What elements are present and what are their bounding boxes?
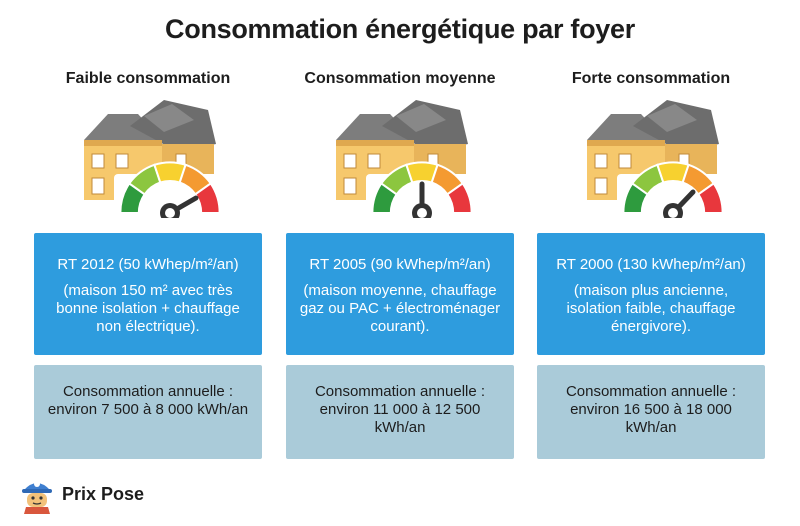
gauge-icon <box>622 161 724 218</box>
rt-standard: RT 2000 (130 kWhep/m²/an) <box>556 256 746 273</box>
house-description: (maison plus ancienne, isolation faible,… <box>566 282 736 335</box>
house-energy-gauge-icon <box>587 100 731 218</box>
house-description: (maison moyenne, chauffage gaz ou PAC + … <box>299 282 501 335</box>
brand-name: Prix Pose <box>62 483 145 504</box>
rt-standard-box: RT 2012 (50 kWhep/m²/an) (maison 150 m² … <box>34 233 262 355</box>
category-title: Forte consommation <box>571 70 731 87</box>
annual-consumption: Consommation annuelle : environ 7 500 à … <box>34 365 262 459</box>
rt-standard: RT 2012 (50 kWhep/m²/an) <box>57 256 239 273</box>
category-low: Faible consommation RT 2012 (50 kWhep/m²… <box>30 66 266 459</box>
category-medium: Consommation moyenne RT 2005 (90 kWhep/m… <box>282 66 518 459</box>
category-title: Faible consommation <box>65 70 231 87</box>
rt-standard: RT 2005 (90 kWhep/m²/an) <box>309 256 491 273</box>
annual-consumption: Consommation annuelle : environ 16 500 à… <box>537 365 765 459</box>
brand-logo[interactable]: Prix Pose <box>20 474 144 514</box>
house-energy-gauge-icon <box>84 100 228 218</box>
annual-consumption: Consommation annuelle : environ 11 000 à… <box>286 365 514 459</box>
worker-mascot-icon <box>22 481 52 514</box>
gauge-icon <box>119 161 221 218</box>
rt-standard-box: RT 2000 (130 kWhep/m²/an) (maison plus a… <box>537 233 765 355</box>
page-title: Consommation énergétique par foyer <box>165 14 635 44</box>
category-high: Forte consommation RT 2000 (130 kWhep/m²… <box>533 66 769 459</box>
house-energy-gauge-icon <box>336 100 480 218</box>
rt-standard-box: RT 2005 (90 kWhep/m²/an) (maison moyenne… <box>286 233 514 355</box>
category-title: Consommation moyenne <box>304 70 496 87</box>
house-description: (maison 150 m² avec très bonne isolation… <box>56 282 240 335</box>
gauge-icon <box>371 161 473 218</box>
